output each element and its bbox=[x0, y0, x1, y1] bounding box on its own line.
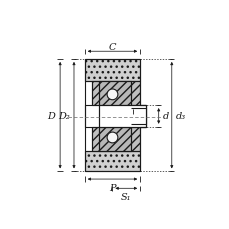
Text: d: d bbox=[162, 112, 168, 121]
Text: P: P bbox=[109, 183, 115, 192]
Bar bbox=[98, 127, 130, 152]
Bar bbox=[92, 81, 140, 106]
Bar bbox=[85, 152, 140, 172]
Text: S₁: S₁ bbox=[120, 192, 131, 201]
Text: D: D bbox=[47, 111, 55, 120]
Bar bbox=[130, 109, 146, 124]
Bar bbox=[85, 106, 140, 127]
Bar bbox=[92, 127, 140, 152]
Bar bbox=[98, 81, 130, 106]
Text: B₁: B₁ bbox=[110, 103, 121, 112]
Bar bbox=[140, 106, 146, 127]
Text: C: C bbox=[108, 43, 116, 52]
Circle shape bbox=[107, 133, 117, 143]
Bar bbox=[98, 106, 146, 127]
Text: D₂: D₂ bbox=[58, 111, 70, 120]
Bar bbox=[85, 60, 140, 81]
Text: d₃: d₃ bbox=[175, 111, 185, 120]
Circle shape bbox=[107, 90, 117, 100]
